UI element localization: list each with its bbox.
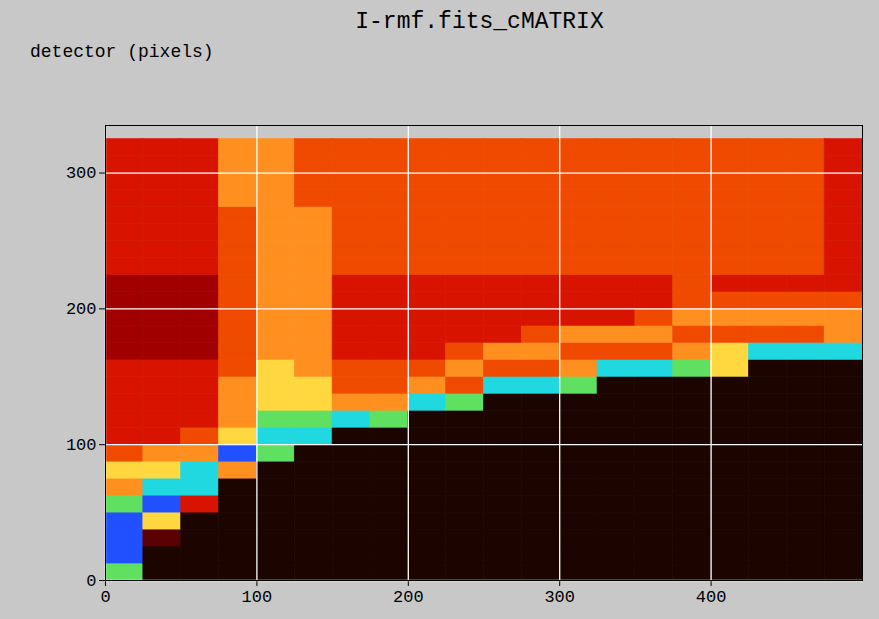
svg-text:400: 400: [696, 588, 727, 607]
html-text:I-rmf.fits_cMATRIX: I-rmf.fits_cMATRIX: [355, 9, 604, 35]
svg-text:300: 300: [544, 588, 575, 607]
svg-text:0: 0: [86, 572, 96, 591]
svg-text:200: 200: [393, 588, 424, 607]
html-text:detector (pixels): detector (pixels): [30, 42, 214, 62]
svg-text:100: 100: [66, 436, 97, 455]
svg-text:200: 200: [66, 300, 97, 319]
svg-text:300: 300: [66, 164, 97, 183]
svg-text:100: 100: [242, 588, 273, 607]
svg-text:0: 0: [100, 588, 110, 607]
